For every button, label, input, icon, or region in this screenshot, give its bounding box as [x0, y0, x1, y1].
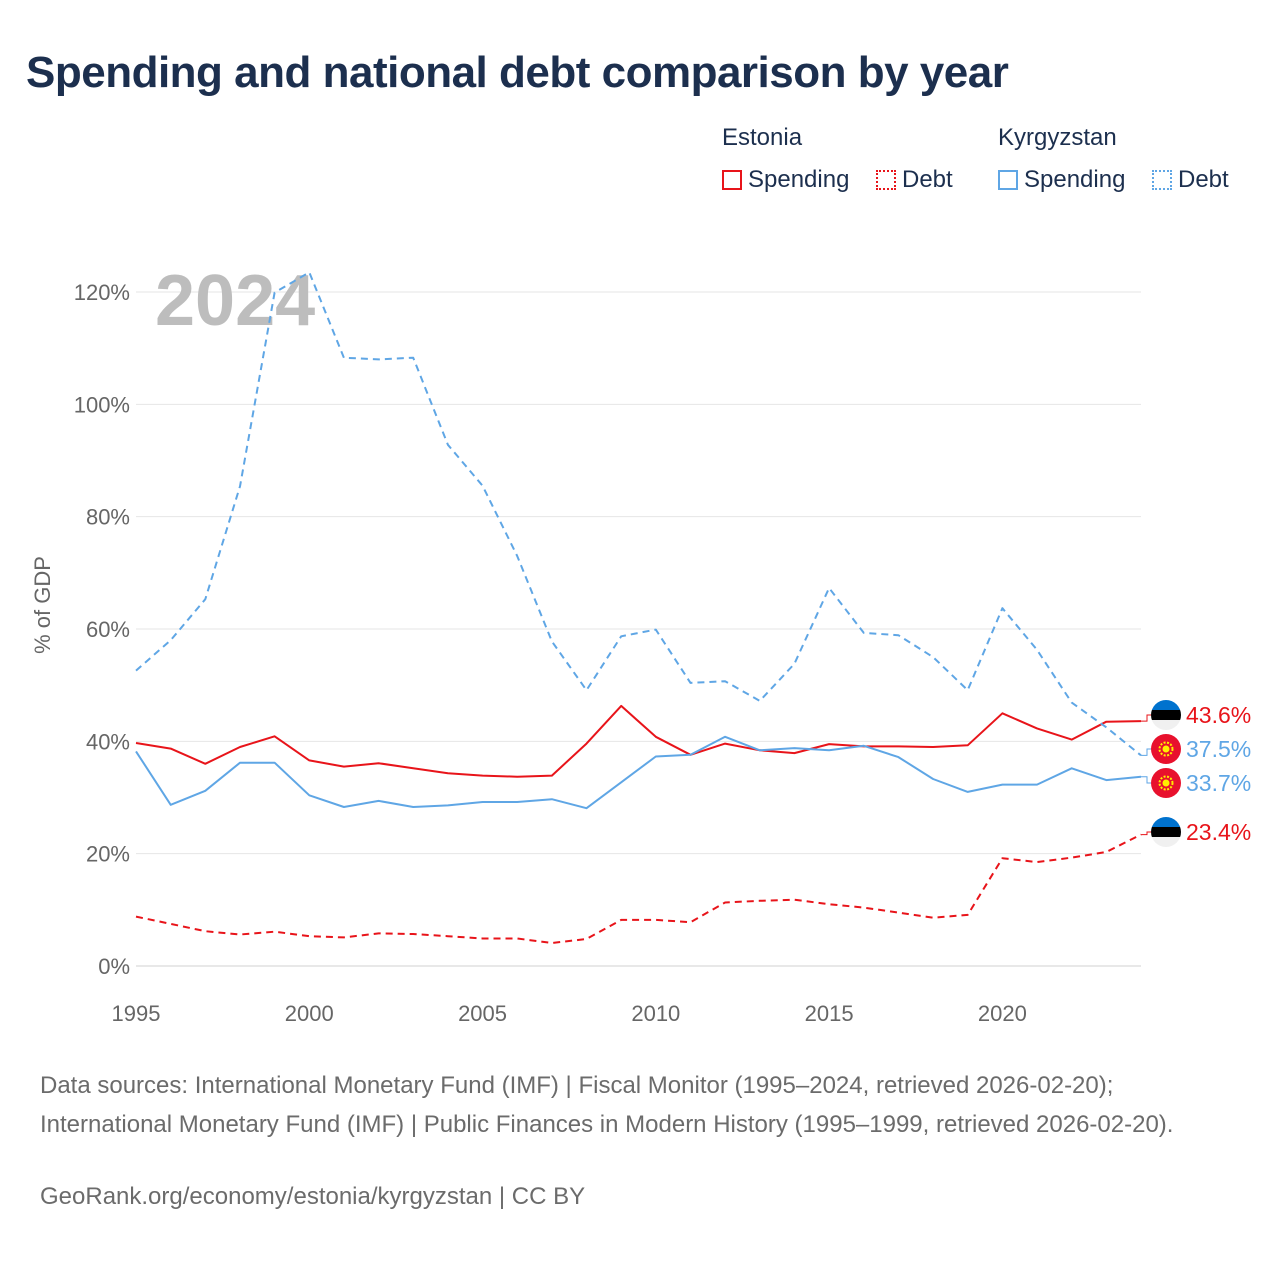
legend-label: Debt [1178, 166, 1229, 193]
estonia-flag-icon [1151, 817, 1181, 847]
y-axis-title: % of GDP [30, 556, 55, 654]
flag-sun-rays [1158, 741, 1174, 757]
y-tick-label: 0% [98, 954, 130, 979]
x-tick-label: 2020 [978, 1001, 1027, 1026]
legend-item-kyrgyzstan-debt[interactable]: Debt [1152, 166, 1229, 194]
end-value-label-estonia-debt: 23.4% [1186, 819, 1251, 845]
x-tick-label: 2015 [805, 1001, 854, 1026]
x-tick-label: 2005 [458, 1001, 507, 1026]
legend-label: Spending [748, 166, 850, 193]
x-tick-label: 2010 [631, 1001, 680, 1026]
legend-item-estonia-debt[interactable]: Debt [876, 166, 953, 194]
data-sources: Data sources: International Monetary Fun… [40, 1072, 1174, 1138]
flag-stripe-white [1151, 720, 1181, 730]
end-label-connector [1141, 714, 1151, 722]
end-value-label-kyrgyzstan-spending: 33.7% [1186, 770, 1251, 796]
legend-label: Spending [1024, 166, 1126, 193]
credit-link[interactable]: GeoRank.org/economy/estonia/kyrgyzstan |… [40, 1183, 586, 1210]
chart-title: Spending and national debt comparison by… [26, 48, 1009, 97]
y-tick-label: 20% [86, 842, 130, 867]
flag-stripe-black [1151, 710, 1181, 720]
x-tick-label: 2000 [285, 1001, 334, 1026]
flag-stripe-black [1151, 827, 1181, 837]
x-tick-label: 1995 [112, 1001, 161, 1026]
legend-label: Debt [902, 166, 953, 193]
end-value-label-estonia-spending: 43.6% [1186, 702, 1251, 728]
legend-swatch-solid-icon [722, 170, 742, 190]
estonia-flag-icon [1151, 700, 1181, 730]
legend-swatch-solid-icon [998, 170, 1018, 190]
legend-swatch-dotted-icon [1152, 170, 1172, 190]
year-watermark: 2024 [155, 261, 315, 341]
legend-item-kyrgyzstan-spending[interactable]: Spending [998, 166, 1125, 194]
legend-country-kyrgyzstan: Kyrgyzstan [998, 124, 1117, 151]
line-chart: 0% 20% 40% 60% 80% 100% 120% 1995 2000 2005 2010 20… [30, 261, 1251, 1026]
end-label-connector [1141, 748, 1151, 756]
flag-stripe-white [1151, 837, 1181, 847]
y-tick-label: 120% [74, 280, 130, 305]
legend-item-estonia-spending[interactable]: Spending [722, 166, 849, 194]
series-line-kyrgyzstan-debt [135, 271, 1142, 757]
end-label-connector [1141, 831, 1151, 836]
legend-swatch-dotted-icon [876, 170, 896, 190]
y-tick-label: 60% [86, 617, 130, 642]
y-tick-label: 100% [74, 392, 130, 417]
kyrgyzstan-flag-icon [1151, 768, 1181, 798]
flag-sun-rays [1158, 775, 1174, 791]
flag-stripe-blue [1151, 700, 1181, 710]
y-tick-label: 40% [86, 729, 130, 754]
series-line-kyrgyzstan-spending [135, 735, 1142, 810]
series-line-estonia-debt [135, 833, 1142, 944]
series-line-estonia-spending [135, 704, 1142, 778]
end-label-connector [1141, 776, 1151, 784]
end-value-label-kyrgyzstan-debt: 37.5% [1186, 736, 1251, 762]
flag-sun [1162, 745, 1170, 753]
flag-sun [1162, 779, 1170, 787]
flag-stripe-blue [1151, 817, 1181, 827]
kyrgyzstan-flag-icon [1151, 734, 1181, 764]
y-tick-label: 80% [86, 505, 130, 530]
legend-country-estonia: Estonia [722, 124, 803, 151]
